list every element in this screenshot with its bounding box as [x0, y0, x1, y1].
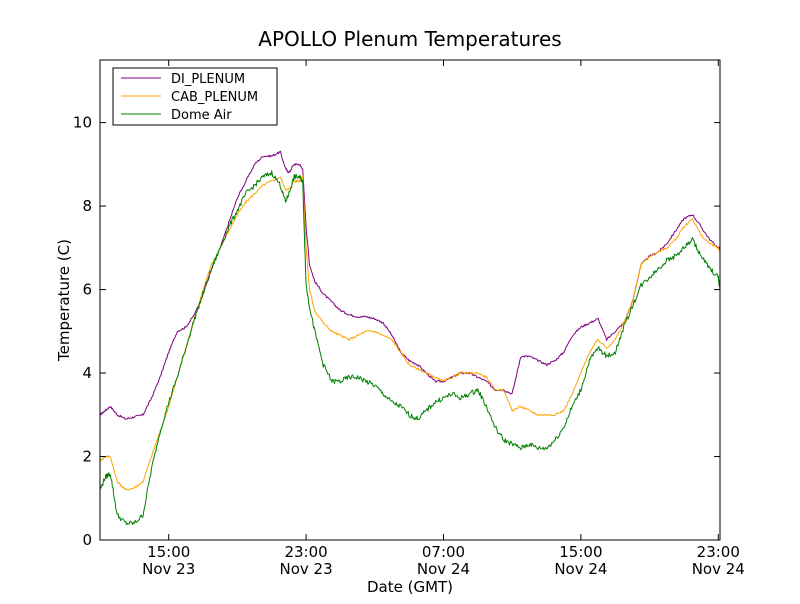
series-line-cab-plenum: [99, 175, 721, 491]
x-tick-label-time: 15:00: [147, 543, 190, 561]
legend-label-dome-air: Dome Air: [171, 108, 232, 123]
legend-label-di-plenum: DI_PLENUM: [171, 72, 245, 87]
x-tick-label-time: 07:00: [422, 543, 465, 561]
y-tick-label: 0: [82, 531, 92, 549]
y-tick-label: 2: [82, 448, 92, 466]
x-tick-label-time: 23:00: [284, 543, 327, 561]
x-tick-label-date: Nov 23: [280, 560, 333, 578]
x-tick-label-date: Nov 24: [417, 560, 470, 578]
y-axis-label: Temperature (C): [55, 239, 73, 362]
y-tick-label: 10: [73, 114, 92, 132]
y-tick-label: 8: [82, 197, 92, 215]
legend: DI_PLENUM CAB_PLENUM Dome Air: [112, 67, 278, 126]
x-axis-label: Date (GMT): [367, 578, 453, 596]
legend-items: DI_PLENUM CAB_PLENUM Dome Air: [121, 72, 258, 123]
y-tick-label: 6: [82, 281, 92, 299]
x-tick-label-date: Nov 24: [692, 560, 745, 578]
x-tick-label-time: 15:00: [559, 543, 602, 561]
x-tick-label-date: Nov 23: [142, 560, 195, 578]
x-tick-label-date: Nov 24: [554, 560, 607, 578]
legend-label-cab-plenum: CAB_PLENUM: [171, 90, 258, 105]
x-tick-label-time: 23:00: [697, 543, 740, 561]
plot-frame: [99, 59, 721, 541]
chart-title: APOLLO Plenum Temperatures: [258, 27, 561, 51]
series-line-dome-air: [99, 170, 721, 526]
y-tick-label: 4: [82, 364, 92, 382]
series-layer: [99, 150, 721, 526]
